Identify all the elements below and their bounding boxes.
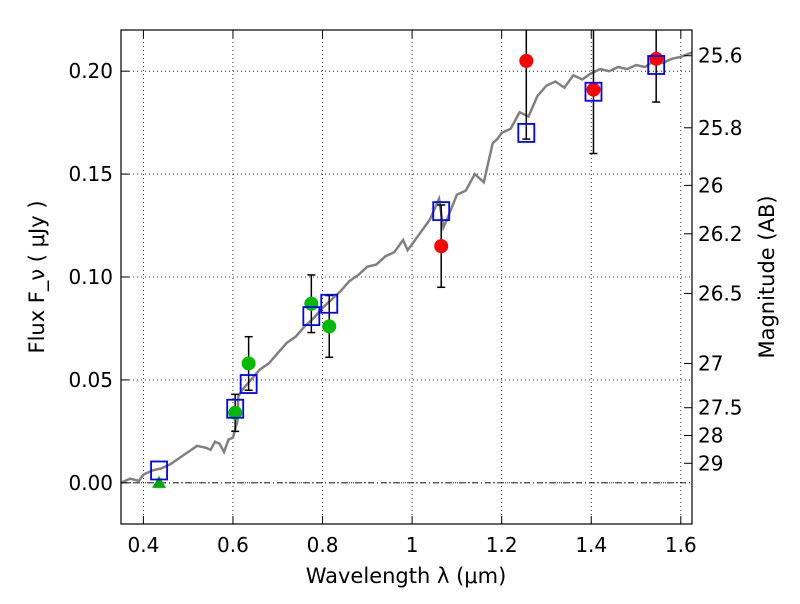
- x-tick-label: 0.8: [307, 533, 339, 557]
- y2-tick-label: 26: [698, 173, 723, 197]
- model-photometry-square: [517, 123, 536, 143]
- y2-tick-label: 27.5: [698, 396, 743, 420]
- y-tick-label: 0.10: [68, 265, 113, 289]
- y-axis-label: Flux F_ν ( μJy ): [25, 200, 50, 353]
- red-observed-point: [649, 51, 664, 66]
- y-tick-label: 0.00: [68, 471, 113, 495]
- x-tick-label: 1: [406, 533, 419, 557]
- green-observed-point: [241, 356, 256, 371]
- model-photometry-square: [647, 55, 666, 75]
- model-photometry-square: [302, 306, 321, 327]
- y2-tick-label: 25.8: [698, 116, 743, 140]
- x-axis-label: Wavelength λ (μm): [306, 564, 507, 588]
- model-photometry-square: [320, 293, 339, 314]
- green-observed-point: [304, 296, 319, 311]
- red-observed-point: [519, 53, 534, 68]
- x-tick-label: 0.4: [127, 533, 159, 557]
- plot-frame: [120, 29, 693, 525]
- x-tick-label: 1.6: [665, 533, 697, 557]
- y-tick-label: 0.20: [68, 59, 113, 83]
- y2-tick-label: 28: [698, 423, 723, 447]
- model-photometry-square: [239, 374, 258, 394]
- y2-tick-label: 26.5: [698, 281, 743, 305]
- x-tick-label: 1.2: [486, 533, 518, 557]
- red-observed-point: [434, 239, 449, 254]
- green-observed-point: [322, 319, 337, 334]
- y2-tick-label: 27: [698, 351, 723, 375]
- y-tick-label: 0.15: [68, 162, 113, 186]
- model-photometry-square: [150, 460, 168, 481]
- x-tick-label: 0.6: [217, 533, 249, 557]
- x-tick-label: 1.4: [575, 533, 607, 557]
- y2-axis-label: Magnitude (AB): [755, 195, 779, 358]
- grid-lines: [121, 30, 692, 524]
- ticks: 0.4 0.6 0.8 1 1.2 1.4 1.6 0.00 0.05 0.10 0.15 0.20 2…: [68, 30, 743, 557]
- y2-tick-label: 26.2: [698, 222, 743, 246]
- plot-area: [121, 30, 692, 488]
- model-photometry-square: [584, 81, 603, 102]
- green-observed-point: [228, 405, 243, 420]
- y-tick-label: 0.05: [68, 368, 113, 392]
- model-photometry-square: [226, 398, 245, 419]
- model-spectrum-line: [121, 51, 692, 484]
- y2-tick-label: 25.6: [698, 44, 743, 68]
- model-photometry-square: [432, 201, 451, 222]
- upper-limit-triangle: [152, 475, 167, 488]
- y2-tick-label: 29: [698, 451, 723, 475]
- red-observed-point: [586, 82, 601, 97]
